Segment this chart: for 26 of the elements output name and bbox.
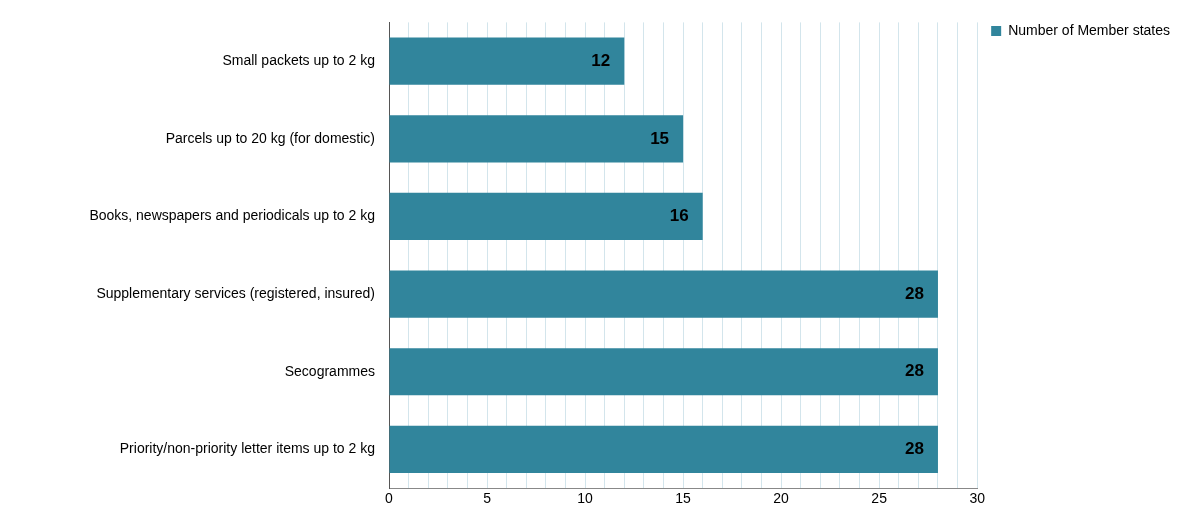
x-tick-label: 20 bbox=[773, 490, 790, 507]
y-tick-label: Small packets up to 2 kg bbox=[222, 52, 375, 69]
data-label: 16 bbox=[669, 206, 689, 226]
bar bbox=[389, 425, 938, 473]
bar bbox=[389, 192, 703, 241]
x-tick-label: 5 bbox=[483, 490, 492, 507]
x-tick-label: 0 bbox=[385, 490, 394, 507]
y-tick-label: Priority/non-priority letter items up to 2 kg bbox=[119, 440, 375, 457]
bar bbox=[389, 348, 938, 396]
data-label: 15 bbox=[650, 128, 670, 148]
data-label: 12 bbox=[591, 50, 611, 70]
bar bbox=[389, 270, 938, 318]
data-label: 28 bbox=[905, 283, 924, 303]
x-tick-label: 25 bbox=[871, 490, 888, 507]
x-tick-label: 15 bbox=[675, 490, 692, 507]
bar bbox=[389, 37, 625, 85]
y-tick-label: Parcels up to 20 kg (for domestic) bbox=[165, 129, 375, 146]
x-tick-label: 30 bbox=[969, 490, 986, 507]
legend-label: Number of Member states bbox=[1008, 21, 1171, 38]
data-label: 28 bbox=[905, 361, 924, 381]
y-tick-label: Supplementary services (registered, insured) bbox=[96, 284, 375, 301]
y-tick-label: Books, newspapers and periodicals up to 2 kg bbox=[89, 207, 375, 224]
x-tick-label: 10 bbox=[577, 490, 594, 507]
bar bbox=[389, 115, 684, 163]
data-label: 28 bbox=[905, 439, 924, 459]
y-tick-label: Secogrammes bbox=[284, 362, 375, 379]
